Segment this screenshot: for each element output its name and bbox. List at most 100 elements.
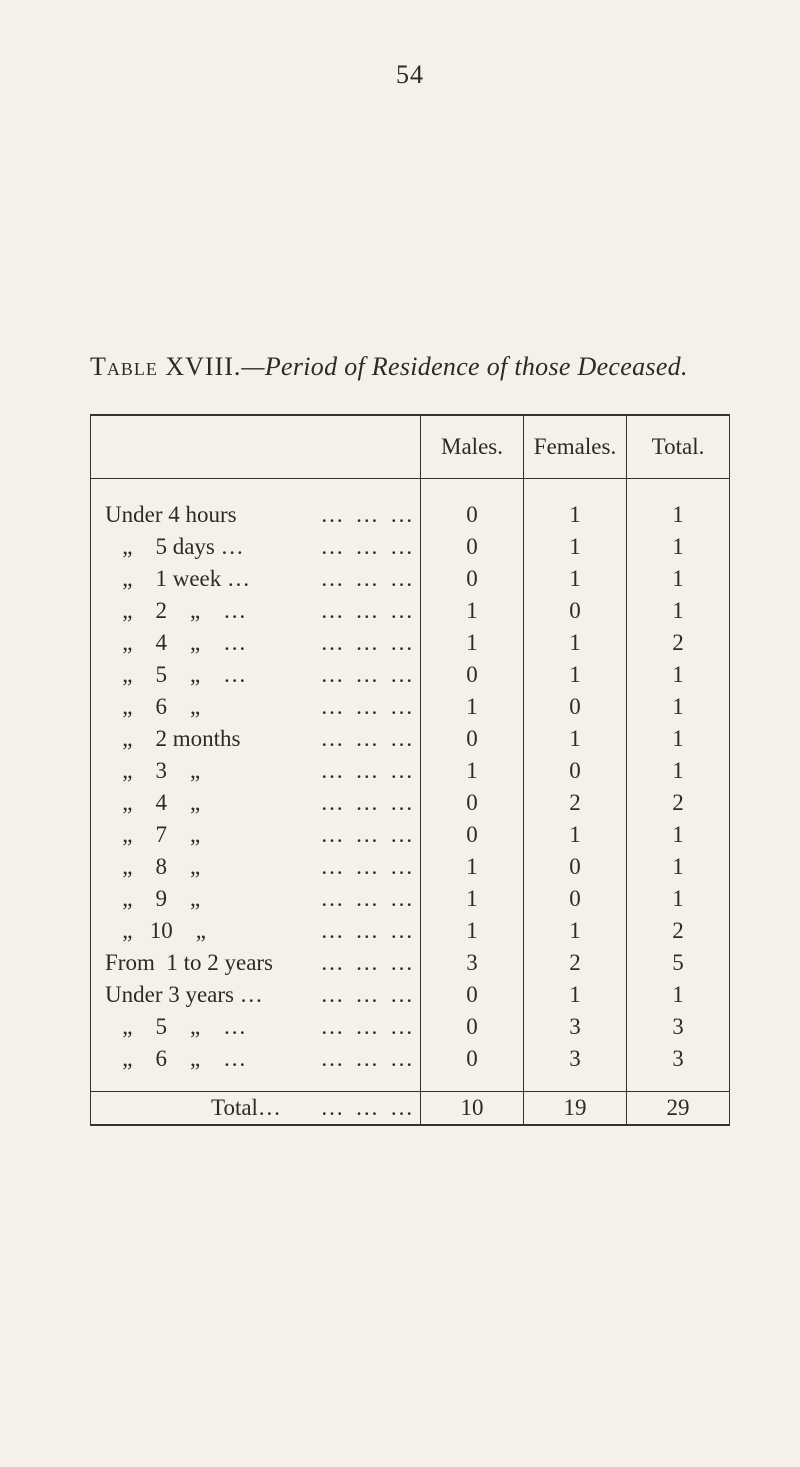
- caption-prefix: Table XVIII.: [90, 352, 241, 381]
- row-males: 1: [421, 851, 524, 883]
- row-dots: … … …: [309, 822, 417, 848]
- row-total: 1: [627, 531, 730, 563]
- page-number: 54: [90, 60, 730, 90]
- row-females: 1: [524, 979, 627, 1011]
- table-row: „ 5 „ …… … …011: [91, 659, 729, 691]
- row-males: 3: [421, 947, 524, 979]
- row-females: 1: [524, 563, 627, 595]
- row-males: 0: [421, 531, 524, 563]
- row-label: „ 4 „: [105, 790, 200, 816]
- row-dots: … … …: [309, 502, 417, 528]
- table-row: „ 8 „… … …101: [91, 851, 729, 883]
- row-label-cell: Under 3 years …… … …: [91, 979, 421, 1011]
- row-dots: … … …: [309, 598, 417, 624]
- table-row: „ 4 „… … …022: [91, 787, 729, 819]
- total-total: 29: [627, 1091, 730, 1124]
- table-row: „ 5 days …… … …011: [91, 531, 729, 563]
- row-label: „ 6 „ …: [105, 1046, 246, 1072]
- row-males: 0: [421, 723, 524, 755]
- row-dots: … … …: [309, 1046, 417, 1072]
- row-females: 1: [524, 723, 627, 755]
- header-total: Total.: [627, 415, 730, 478]
- table-row: Under 3 years …… … …011: [91, 979, 729, 1011]
- row-label-cell: „ 5 „ … … … …: [91, 659, 421, 691]
- row-females: 0: [524, 691, 627, 723]
- row-males: 0: [421, 499, 524, 531]
- row-label-cell: „ 7 „… … …: [91, 819, 421, 851]
- row-females: 1: [524, 659, 627, 691]
- total-label: Total…: [211, 1095, 281, 1121]
- row-total: 1: [627, 755, 730, 787]
- row-females: 0: [524, 595, 627, 627]
- row-dots: … … …: [309, 694, 417, 720]
- row-males: 1: [421, 755, 524, 787]
- table-header-row: Males. Females. Total.: [91, 415, 729, 478]
- row-males: 0: [421, 1043, 524, 1075]
- row-females: 1: [524, 819, 627, 851]
- row-label: „ 5 „ …: [105, 662, 246, 688]
- row-label-cell: „ 5 days …… … …: [91, 531, 421, 563]
- row-label: „ 10 „: [105, 918, 206, 944]
- table-row: „ 9 „… … …101: [91, 883, 729, 915]
- row-total: 1: [627, 819, 730, 851]
- table-row: „ 5 „ …… … …033: [91, 1011, 729, 1043]
- row-dots: … … …: [309, 662, 417, 688]
- row-label: „ 2 months: [105, 726, 240, 752]
- row-label: „ 6 „: [105, 694, 200, 720]
- total-label-cell: Total… … … …: [91, 1091, 421, 1124]
- row-total: 1: [627, 979, 730, 1011]
- header-females: Females.: [524, 415, 627, 478]
- row-label: Under 3 years …: [105, 982, 263, 1008]
- row-label-cell: From 1 to 2 years… … …: [91, 947, 421, 979]
- row-label-cell: „ 2 months … … …: [91, 723, 421, 755]
- row-label-cell: Under 4 hours … … …: [91, 499, 421, 531]
- row-label-cell: „ 3 „… … …: [91, 755, 421, 787]
- row-label-cell: „ 2 „ …… … …: [91, 595, 421, 627]
- row-males: 1: [421, 595, 524, 627]
- row-females: 0: [524, 755, 627, 787]
- table-total-row: Total… … … … 10 19 29: [91, 1091, 729, 1124]
- row-dots: … … …: [309, 1014, 417, 1040]
- row-dots: … … …: [309, 790, 417, 816]
- row-total: 1: [627, 851, 730, 883]
- table-row: „ 4 „ …… … …112: [91, 627, 729, 659]
- row-label: „ 1 week …: [105, 566, 250, 592]
- row-label: „ 3 „: [105, 758, 200, 784]
- row-label-cell: „ 6 „ … … … …: [91, 1043, 421, 1075]
- row-label-cell: „ 5 „ …… … …: [91, 1011, 421, 1043]
- row-females: 1: [524, 499, 627, 531]
- row-males: 0: [421, 1011, 524, 1043]
- row-label-cell: „ 10 „ … … …: [91, 915, 421, 947]
- row-males: 0: [421, 979, 524, 1011]
- spacer-row: [91, 1075, 729, 1092]
- row-females: 1: [524, 627, 627, 659]
- row-label-cell: „ 4 „ …… … …: [91, 627, 421, 659]
- row-females: 2: [524, 947, 627, 979]
- row-males: 0: [421, 563, 524, 595]
- row-males: 0: [421, 819, 524, 851]
- row-males: 0: [421, 787, 524, 819]
- row-label: Under 4 hours: [105, 502, 237, 528]
- table-row: „ 2 „ …… … …101: [91, 595, 729, 627]
- row-females: 1: [524, 915, 627, 947]
- row-total: 2: [627, 915, 730, 947]
- table-row: „ 2 months… … …011: [91, 723, 729, 755]
- row-total: 1: [627, 499, 730, 531]
- row-total: 1: [627, 595, 730, 627]
- row-total: 1: [627, 723, 730, 755]
- row-dots: … … …: [309, 726, 417, 752]
- row-label: „ 5 days …: [105, 534, 244, 560]
- row-total: 3: [627, 1011, 730, 1043]
- row-dots: … … …: [309, 918, 417, 944]
- table-row: From 1 to 2 years… … …325: [91, 947, 729, 979]
- spacer-row: [91, 478, 729, 499]
- row-females: 0: [524, 851, 627, 883]
- row-dots: … … …: [309, 886, 417, 912]
- row-females: 1: [524, 531, 627, 563]
- header-blank: [91, 415, 421, 478]
- row-label-cell: „ 4 „ … … …: [91, 787, 421, 819]
- caption-rest: —Period of Residence of those Deceased.: [241, 352, 687, 381]
- row-label-cell: „ 8 „… … …: [91, 851, 421, 883]
- row-total: 2: [627, 787, 730, 819]
- row-males: 1: [421, 691, 524, 723]
